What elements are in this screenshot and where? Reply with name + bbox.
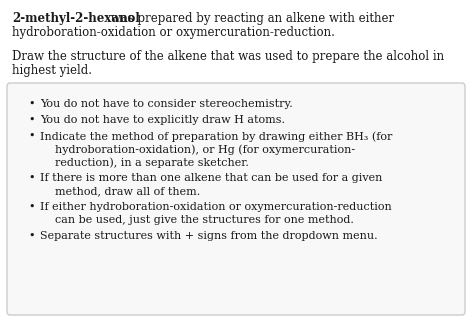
Text: •: •	[28, 99, 35, 109]
Text: was prepared by reacting an alkene with either: was prepared by reacting an alkene with …	[107, 12, 394, 25]
Text: Indicate the method of preparation by drawing either BH₃ (for: Indicate the method of preparation by dr…	[40, 131, 392, 142]
Text: highest yield.: highest yield.	[12, 64, 92, 77]
Text: •: •	[28, 202, 35, 212]
Text: hydroboration-oxidation), or Hg (for oxymercuration-: hydroboration-oxidation), or Hg (for oxy…	[55, 144, 355, 155]
Text: •: •	[28, 231, 35, 241]
Text: You do not have to explicitly draw H atoms.: You do not have to explicitly draw H ato…	[40, 115, 285, 125]
Text: hydroboration-oxidation or oxymercuration-reduction.: hydroboration-oxidation or oxymercuratio…	[12, 26, 335, 39]
Text: 2-methyl-2-hexanol: 2-methyl-2-hexanol	[12, 12, 140, 25]
Text: If either hydroboration-oxidation or oxymercuration-reduction: If either hydroboration-oxidation or oxy…	[40, 202, 392, 212]
Text: You do not have to consider stereochemistry.: You do not have to consider stereochemis…	[40, 99, 293, 109]
Text: reduction), in a separate sketcher.: reduction), in a separate sketcher.	[55, 157, 249, 168]
Text: •: •	[28, 115, 35, 125]
Text: •: •	[28, 131, 35, 141]
Text: If there is more than one alkene that can be used for a given: If there is more than one alkene that ca…	[40, 173, 383, 183]
FancyBboxPatch shape	[7, 83, 465, 315]
Text: •: •	[28, 173, 35, 183]
Text: can be used, just give the structures for one method.: can be used, just give the structures fo…	[55, 215, 354, 225]
Text: method, draw all of them.: method, draw all of them.	[55, 186, 200, 196]
Text: Separate structures with + signs from the dropdown menu.: Separate structures with + signs from th…	[40, 231, 378, 241]
Text: Draw the structure of the alkene that was used to prepare the alcohol in: Draw the structure of the alkene that wa…	[12, 50, 444, 63]
